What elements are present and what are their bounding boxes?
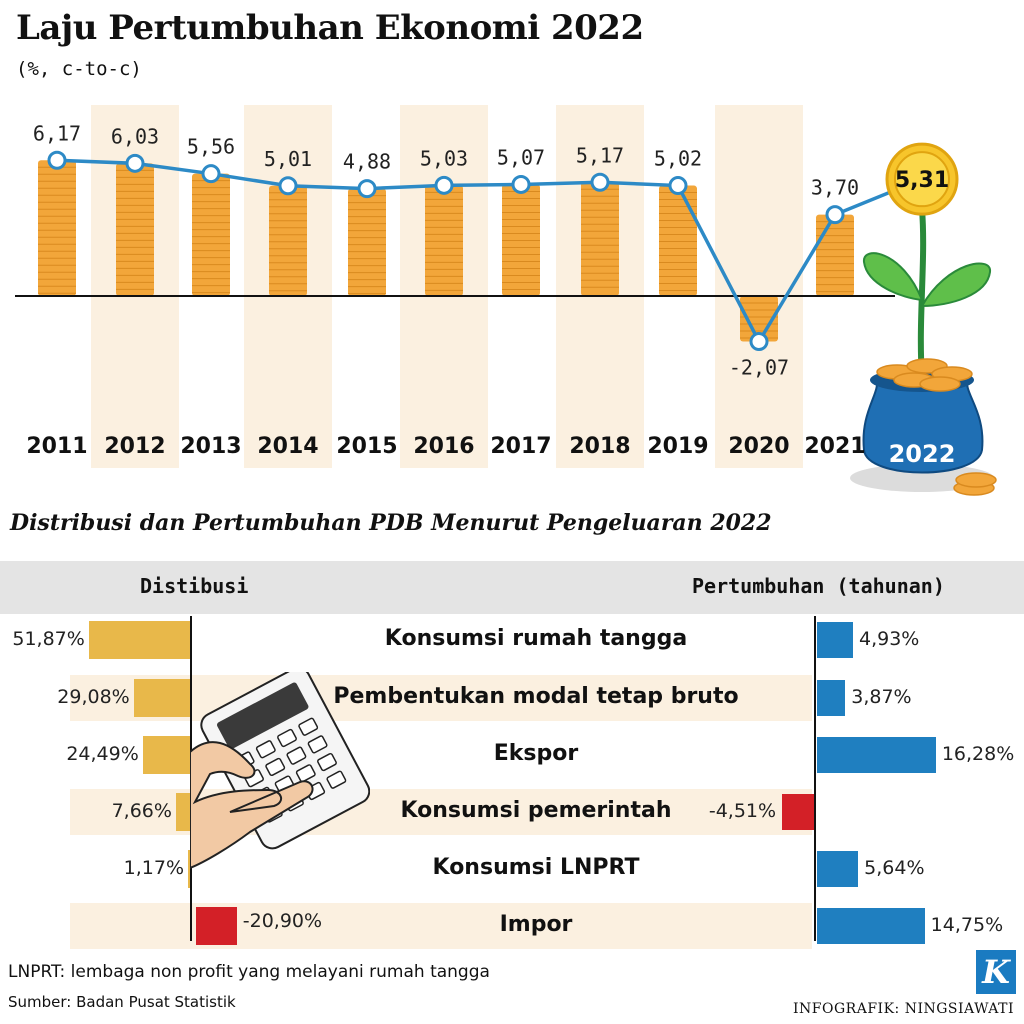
coin [919,376,961,392]
source-note: Sumber: Badan Pusat Statistik [8,993,236,1011]
year-label: 2018 [569,434,630,459]
footnote: LNPRT: lembaga non profit yang melayani … [8,962,490,982]
growth-line-chart: 2022 6,17 6,03 5,56 5,01 4,88 5,03 5,07 5,17 5,02… [15,105,997,496]
distribution-value: -20,90% [242,910,323,932]
category-label: Pembentukan modal tetap bruto [333,684,739,709]
value-label: 3,70 [811,176,859,200]
distribution-value: 7,66% [111,800,172,822]
value-label: 5,56 [187,135,235,159]
growth-value: 14,75% [930,914,1004,936]
value-label: -2,07 [729,356,789,380]
value-label: 5,01 [264,147,312,171]
value-label: 5,17 [576,143,624,167]
growth-value: 3,87% [851,686,912,708]
year-band [715,105,803,468]
year-label: 2020 [728,434,789,459]
plant-stem [917,208,927,379]
growth-header: Pertumbuhan (tahunan) [692,574,945,598]
growth-value: -4,51% [708,800,777,822]
distribution-bar [175,793,191,831]
growth-value: 4,93% [858,628,920,650]
value-label: 5,07 [497,145,545,169]
value-label: 4,88 [343,150,391,174]
row-band [70,903,812,949]
distribution-bar [142,736,191,774]
distribution-bar [133,679,191,717]
line-point [357,179,377,199]
plant-leaf [863,252,924,302]
category-label: Konsumsi rumah tangga [384,626,688,651]
category-label: Impor [499,912,573,937]
distribution-bar [88,621,191,659]
coin-stack-bar [816,214,854,296]
growth-bar-negative [782,794,815,830]
distribution-header: Distibusi [140,574,249,598]
coin-stack-bar [740,296,778,342]
growth-bar [817,737,936,773]
year-label: 2011 [26,434,87,459]
growth-value: 5,64% [864,857,925,879]
coin-stack-bar [38,160,76,296]
money-bag [862,377,984,474]
distribution-value: 51,87% [12,628,85,650]
coin-stack-bar [348,188,386,296]
line-point [125,153,145,173]
coin-stack-bar [581,182,619,296]
value-label: 6,17 [33,121,81,145]
line-point [590,172,610,192]
value-label-highlight: 5,31 [895,168,949,193]
growth-bar [817,680,846,716]
row-band [70,675,812,721]
coin-stack-bar [192,173,230,296]
line-point [434,175,454,195]
coin-stack-bar [116,163,154,296]
year-label: 2012 [104,434,165,459]
value-label: 6,03 [111,124,159,148]
calculator-hand-illustration [190,672,370,870]
year-label: 2014 [257,434,318,459]
page-subtitle: (%, c-to-c) [16,58,142,80]
year-label: 2013 [180,434,241,459]
growth-value: 16,28% [941,743,1015,765]
line-point [278,176,298,196]
coin-stack-bar [425,185,463,296]
year-label: 2016 [413,434,474,459]
category-label: Konsumsi pemerintah [400,798,672,823]
line-point [511,174,531,194]
highlight-coin-inner [894,151,950,208]
value-label: 5,03 [420,146,468,170]
credit-note: INFOGRAFIK: NINGSIAWATI [793,1001,1014,1017]
category-label: Konsumsi LNPRT [432,855,640,880]
growth-bar [817,851,859,887]
year-label: 2019 [647,434,708,459]
line-point [825,205,845,225]
distribution-value: 29,08% [57,686,130,708]
bag-year-label: 2022 [889,440,956,468]
distribution-bar-negative [196,907,237,945]
line-point [749,332,769,352]
coin-stack-bar [269,185,307,296]
value-label: 5,02 [654,147,702,171]
line-point [47,150,67,170]
distribution-value: 1,17% [123,857,184,879]
distribution-title: Distribusi dan Pertumbuhan PDB Menurut P… [10,510,772,536]
growth-line [56,158,923,346]
line-point [668,176,688,196]
category-label: Ekspor [493,741,579,766]
table-header-band [0,561,1024,614]
growth-bar [817,908,925,944]
year-label: 2021 [804,434,865,459]
page-title: Laju Pertumbuhan Ekonomi 2022 [16,8,644,48]
coin-stack-bar [659,185,697,296]
growth-bar [817,622,853,658]
plant-leaf [920,262,991,308]
year-label: 2015 [336,434,397,459]
publisher-logo: K [976,950,1016,994]
line-point [201,164,221,184]
coin [955,472,997,488]
growth-axis [814,616,816,941]
year-label: 2017 [490,434,551,459]
distribution-value: 24,49% [66,743,139,765]
